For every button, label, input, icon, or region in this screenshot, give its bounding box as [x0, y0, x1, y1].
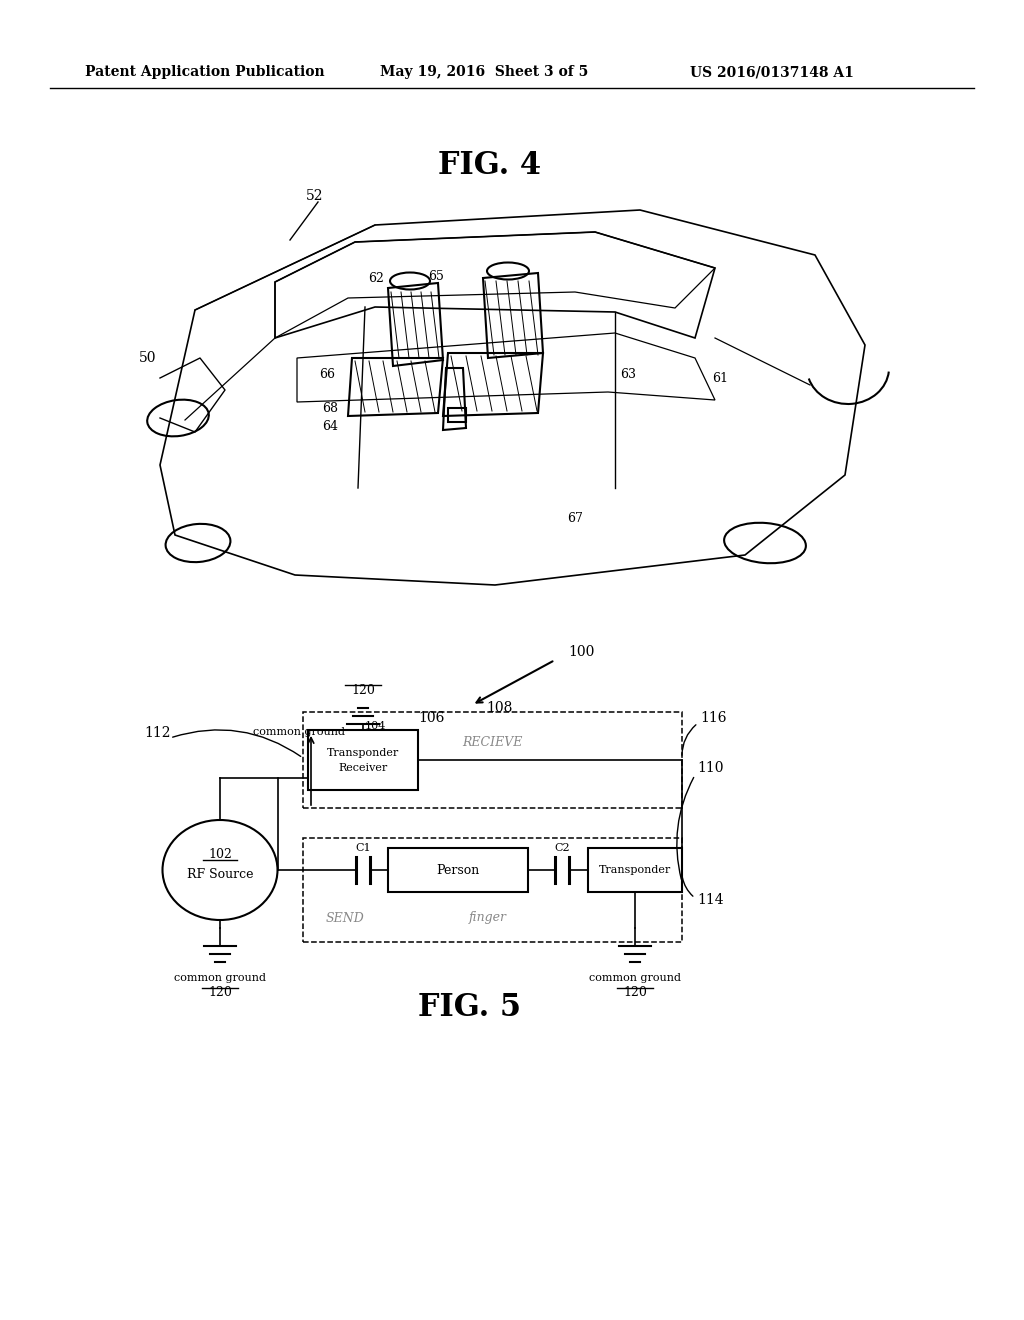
Text: 110: 110 — [697, 762, 724, 775]
Text: SEND: SEND — [326, 912, 365, 924]
Text: Transponder: Transponder — [327, 748, 399, 758]
Text: C1: C1 — [355, 843, 371, 853]
Text: Person: Person — [436, 863, 479, 876]
Text: RF Source: RF Source — [186, 869, 253, 882]
Text: 102: 102 — [208, 849, 232, 862]
Text: RECIEVE: RECIEVE — [462, 735, 522, 748]
Bar — [303, 711, 682, 808]
Text: 63: 63 — [620, 368, 636, 381]
Bar — [588, 847, 682, 892]
Text: 68: 68 — [322, 401, 338, 414]
Bar — [449, 408, 466, 422]
Text: 50: 50 — [139, 351, 157, 366]
Text: 67: 67 — [567, 511, 583, 524]
Bar — [388, 847, 528, 892]
Text: 120: 120 — [623, 986, 647, 999]
Text: 52: 52 — [306, 189, 324, 203]
Text: 120: 120 — [351, 684, 375, 697]
Text: 100: 100 — [568, 645, 594, 659]
Text: 116: 116 — [700, 711, 726, 725]
Text: FIG. 5: FIG. 5 — [419, 993, 521, 1023]
Text: 62: 62 — [368, 272, 384, 285]
Bar — [308, 730, 418, 789]
Text: common ground: common ground — [589, 973, 681, 983]
Text: 108: 108 — [486, 701, 512, 715]
Text: May 19, 2016  Sheet 3 of 5: May 19, 2016 Sheet 3 of 5 — [380, 65, 588, 79]
Text: common ground: common ground — [253, 727, 345, 737]
Text: FIG. 4: FIG. 4 — [438, 149, 542, 181]
Text: Patent Application Publication: Patent Application Publication — [85, 65, 325, 79]
Text: C2: C2 — [554, 843, 569, 853]
Text: 120: 120 — [208, 986, 232, 999]
Text: 106: 106 — [418, 711, 444, 725]
Text: 114: 114 — [697, 894, 724, 907]
Text: 66: 66 — [319, 368, 335, 381]
Text: 64: 64 — [322, 420, 338, 433]
Text: 61: 61 — [712, 371, 728, 384]
Text: 104: 104 — [365, 721, 386, 731]
Text: 112: 112 — [144, 726, 171, 741]
Text: common ground: common ground — [174, 973, 266, 983]
Text: Receiver: Receiver — [338, 763, 388, 774]
Text: Transponder: Transponder — [599, 865, 671, 875]
Text: US 2016/0137148 A1: US 2016/0137148 A1 — [690, 65, 854, 79]
Bar — [303, 838, 682, 942]
Text: finger: finger — [469, 912, 507, 924]
Text: 65: 65 — [428, 269, 443, 282]
